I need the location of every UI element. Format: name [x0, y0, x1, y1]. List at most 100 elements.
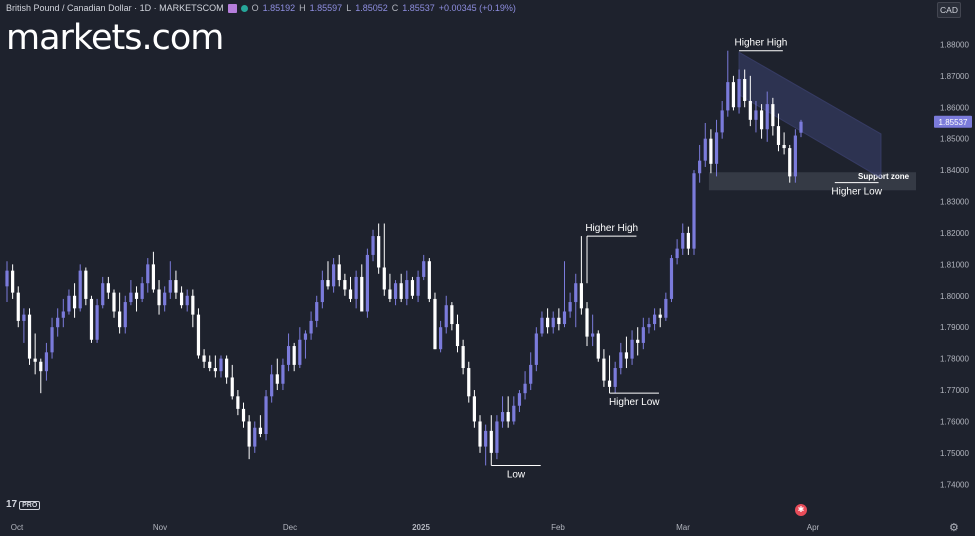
x-tick-label: Nov: [153, 523, 167, 532]
candle-body: [692, 173, 696, 249]
candle-body: [647, 324, 651, 328]
candle-body: [332, 264, 336, 287]
support-zone-label: Support zone: [858, 172, 910, 181]
candle-body: [681, 232, 685, 249]
candle-body: [196, 314, 201, 356]
candle-body: [343, 280, 347, 290]
candle-body: [123, 302, 127, 328]
candle-body: [765, 104, 769, 130]
x-tick-label: Mar: [676, 523, 690, 532]
candle-body: [348, 289, 353, 299]
gear-icon[interactable]: ⚙: [949, 522, 959, 534]
candle-body: [208, 361, 212, 369]
currency-button[interactable]: CAD: [937, 2, 961, 18]
candle-body: [579, 283, 583, 309]
candle-body: [709, 138, 713, 164]
close-value: 1.85537: [402, 3, 435, 13]
annotation-label: Higher High: [735, 38, 788, 49]
candle-body: [731, 82, 736, 108]
candle-body: [371, 236, 375, 255]
candle-body: [703, 138, 707, 161]
candle-body: [298, 339, 302, 365]
candle-body: [624, 352, 629, 359]
candle-body: [613, 368, 617, 387]
candle-body: [61, 311, 65, 318]
candle-body: [44, 352, 49, 372]
tradingview-logo[interactable]: 17 PRO: [6, 499, 41, 510]
candle-body: [112, 292, 116, 312]
pro-badge: PRO: [19, 501, 41, 510]
candle-body: [67, 295, 71, 312]
high-value: 1.85597: [309, 3, 343, 13]
change-value: +0.00345 (+0.19%): [438, 3, 516, 13]
candle-body: [134, 292, 139, 299]
candle-body: [467, 368, 471, 397]
candle-body: [686, 232, 690, 249]
candle-body: [163, 292, 167, 306]
candle-body: [303, 333, 308, 340]
candle-body: [500, 412, 505, 422]
candle-body: [354, 276, 358, 299]
candle-body: [776, 126, 781, 145]
candle-body: [382, 267, 386, 290]
y-tick-label: 1.79000: [940, 323, 969, 332]
candle-body: [540, 317, 544, 334]
y-tick-label: 1.77000: [940, 386, 969, 395]
candle-body: [607, 380, 612, 387]
candle-body: [675, 248, 679, 259]
candle-body: [495, 421, 499, 453]
candle-body: [292, 346, 296, 365]
candle-body: [101, 283, 105, 306]
open-label: O: [251, 3, 259, 13]
candle-body: [461, 346, 465, 369]
y-tick-label: 1.85000: [940, 135, 969, 144]
high-label: H: [299, 3, 306, 13]
annotation-label: Higher Low: [831, 187, 882, 198]
candle-body: [56, 317, 60, 328]
candle-body: [270, 374, 274, 397]
candle-body: [185, 295, 189, 306]
open-value: 1.85192: [262, 3, 296, 13]
y-tick-label: 1.84000: [940, 166, 969, 175]
symbol-title[interactable]: British Pound / Canadian Dollar · 1D · M…: [6, 3, 224, 13]
candle-body: [286, 346, 291, 365]
candle-body: [529, 364, 533, 384]
candle-body: [365, 254, 369, 312]
market-status-icon: [240, 4, 248, 12]
candle-body: [78, 270, 82, 309]
candle-body: [771, 104, 775, 127]
y-tick-label: 1.83000: [940, 198, 969, 207]
x-tick-label: Feb: [551, 523, 565, 532]
candle-body: [129, 292, 133, 303]
flag-icon: [227, 3, 237, 13]
candle-body: [377, 236, 381, 268]
candle-body: [230, 377, 234, 397]
candle-body: [512, 405, 516, 422]
last-price-label: 1.85537: [939, 118, 968, 127]
candle-body: [557, 317, 561, 325]
close-label: C: [391, 3, 399, 13]
candle-body: [636, 339, 640, 343]
candle-body: [5, 270, 9, 287]
annotation-label: Low: [507, 469, 526, 480]
y-tick-label: 1.76000: [940, 417, 969, 426]
candle-body: [22, 314, 26, 321]
candle-body: [410, 280, 415, 296]
candle-body: [225, 358, 229, 378]
candle-body: [450, 305, 454, 325]
candle-body: [275, 374, 279, 384]
candle-body: [213, 368, 217, 372]
candle-body: [281, 364, 285, 384]
candle-body: [33, 358, 37, 362]
event-icon[interactable]: ✱: [795, 504, 807, 516]
candle-body: [264, 396, 268, 435]
candle-body: [568, 302, 572, 312]
candle-body: [455, 324, 460, 347]
candle-body: [726, 82, 730, 111]
candle-body: [489, 430, 493, 453]
candle-body: [799, 121, 803, 133]
candle-body: [517, 393, 522, 406]
candle-body: [748, 100, 752, 120]
candle-body: [596, 333, 600, 359]
